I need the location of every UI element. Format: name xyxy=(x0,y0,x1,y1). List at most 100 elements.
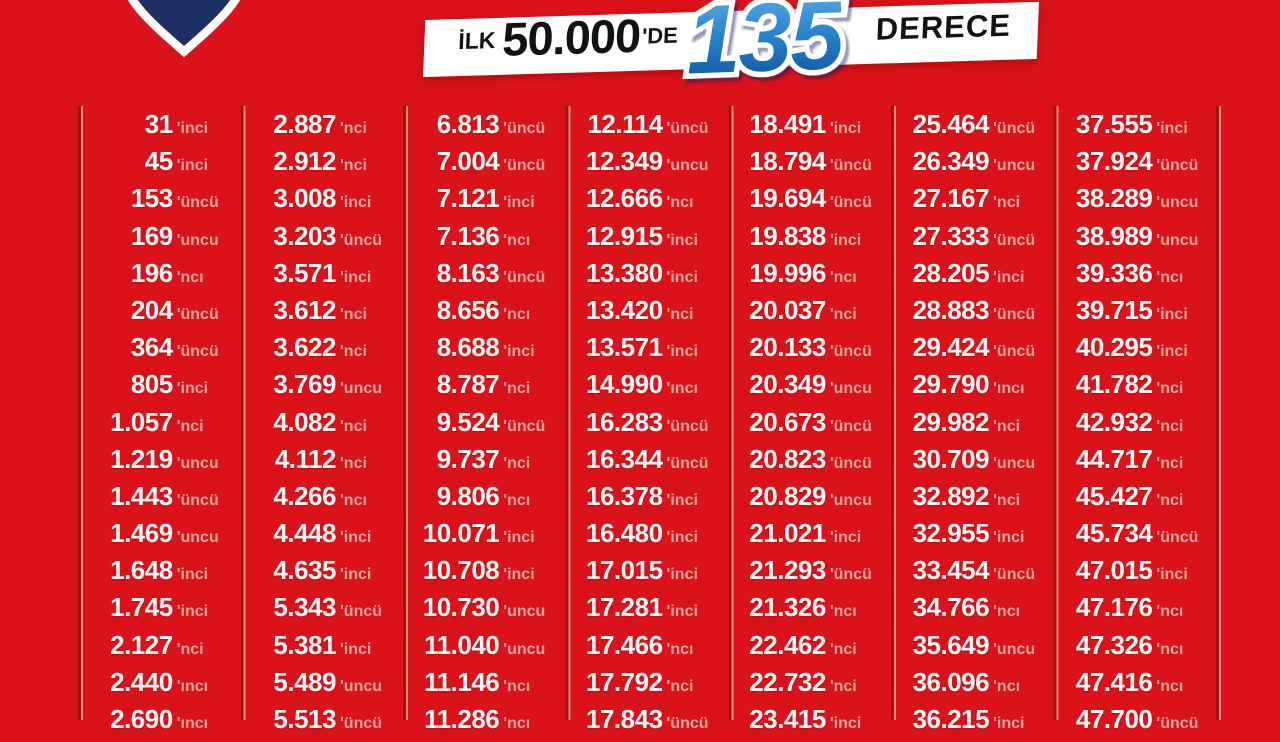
rank-suffix: 'üncü xyxy=(666,417,709,435)
rank-suffix: 'inci xyxy=(176,566,209,584)
rank-cell: 21.293'üncü xyxy=(731,552,894,589)
rank-number: 31 xyxy=(144,109,173,139)
rank-cell: 364'üncü xyxy=(78,329,241,366)
rank-cell: 19.838'inci xyxy=(731,218,894,255)
rank-number: 13.380 xyxy=(586,257,663,288)
rank-suffix: 'üncü xyxy=(829,454,872,472)
rank-number: 44.717 xyxy=(1075,443,1153,474)
rank-suffix: 'ncı xyxy=(503,231,531,249)
rank-suffix: 'inci xyxy=(993,715,1025,732)
rank-cell: 2.912'nci xyxy=(241,143,404,180)
rank-cell: 38.289'uncu xyxy=(1058,180,1221,217)
rank-suffix: 'uncu xyxy=(1156,231,1199,249)
rank-suffix: 'ncı xyxy=(339,491,367,509)
rank-suffix: 'ncı xyxy=(1156,268,1184,286)
rank-cell: 3.571'inci xyxy=(241,255,404,292)
rank-suffix: 'üncü xyxy=(503,417,546,435)
rank-cell: 17.015'inci xyxy=(568,552,731,589)
rank-cell: 26.349'uncu xyxy=(894,143,1057,180)
rank-cell: 35.649'uncu xyxy=(894,627,1057,664)
rank-cell: 41.782'nci xyxy=(1058,366,1221,403)
rank-number: 16.480 xyxy=(586,518,663,549)
rank-suffix: 'üncü xyxy=(993,231,1036,249)
rank-suffix: 'inci xyxy=(339,194,372,212)
rank-suffix: 'üncü xyxy=(1156,715,1199,732)
rank-number: 12.349 xyxy=(586,146,663,177)
rank-number: 21.293 xyxy=(749,555,826,586)
rank-cell: 1.443'üncü xyxy=(78,478,241,515)
rank-cell: 17.792'nci xyxy=(568,664,731,701)
rank-column-3: 6.813'üncü 7.004'üncü 7.121'inci 7.136'ncı 8… xyxy=(405,106,568,734)
rank-suffix: 'ncı xyxy=(993,677,1021,695)
rank-cell: 27.333'üncü xyxy=(894,218,1057,255)
banner-de-label: 'DE xyxy=(641,22,679,49)
rank-cell: 3.622'nci xyxy=(241,329,404,366)
rank-suffix: 'nci xyxy=(339,120,367,137)
rank-number: 1.469 xyxy=(110,518,173,549)
rank-number: 7.136 xyxy=(436,220,500,251)
rank-cell: 9.806'ncı xyxy=(405,478,568,515)
rank-cell: 6.813'üncü xyxy=(405,106,568,143)
rank-number: 9.737 xyxy=(436,443,500,474)
rank-cell: 196'ncı xyxy=(78,255,241,292)
rank-number: 13.420 xyxy=(586,294,663,325)
rank-cell: 4.082'nci xyxy=(241,404,404,441)
rank-suffix: 'üncü xyxy=(829,566,872,584)
rank-number: 21.021 xyxy=(749,518,826,549)
rank-column-2: 2.887'nci 2.912'nci 3.008'inci 3.203'üncü 3.… xyxy=(241,106,404,734)
rank-number: 204 xyxy=(130,294,173,325)
rank-number: 4.112 xyxy=(274,443,337,474)
rank-suffix: 'nci xyxy=(339,343,367,361)
rank-number: 41.782 xyxy=(1075,369,1153,400)
rank-cell: 39.715'inci xyxy=(1058,292,1221,329)
rank-number: 3.571 xyxy=(273,257,336,288)
rank-suffix: 'nci xyxy=(339,157,367,175)
rank-suffix: 'nci xyxy=(176,640,204,658)
rank-cell: 10.730'uncu xyxy=(405,589,568,626)
rank-number: 169 xyxy=(130,220,173,251)
rank-suffix: 'nci xyxy=(666,677,694,695)
rank-suffix: 'ncı xyxy=(503,677,531,695)
rank-number: 3.203 xyxy=(273,220,336,251)
rank-number: 21.326 xyxy=(749,592,826,623)
rank-suffix: 'üncü xyxy=(829,194,872,212)
rank-number: 39.715 xyxy=(1075,294,1153,325)
rank-cell: 1.219'uncu xyxy=(78,441,241,478)
rank-cell: 40.295'inci xyxy=(1058,329,1221,366)
rank-cell: 31'inci xyxy=(78,106,241,143)
rank-cell: 4.112'nci xyxy=(241,441,404,478)
rank-number: 4.082 xyxy=(273,406,336,437)
rank-number: 10.708 xyxy=(422,555,500,586)
rank-number: 17.281 xyxy=(586,592,663,623)
rank-suffix: 'ıncı xyxy=(666,380,698,398)
rank-suffix: 'ncı xyxy=(1156,640,1184,658)
rank-cell: 37.555'inci xyxy=(1058,106,1221,143)
rank-suffix: 'inci xyxy=(503,194,535,212)
rank-cell: 32.955'inci xyxy=(894,515,1057,552)
rank-suffix: 'ncı xyxy=(829,268,857,286)
rank-cell: 45.427'nci xyxy=(1058,478,1221,515)
banner-amount-label: 50.000 xyxy=(501,8,642,66)
rank-suffix: 'uncu xyxy=(339,677,383,695)
rank-number: 32.892 xyxy=(912,480,990,511)
rank-number: 1.745 xyxy=(110,592,173,623)
rank-number: 12.114 xyxy=(587,109,663,139)
rank-suffix: 'nci xyxy=(666,305,694,323)
rank-number: 20.133 xyxy=(749,332,826,363)
rank-number: 39.336 xyxy=(1075,257,1153,288)
rank-cell: 8.163'üncü xyxy=(405,255,568,292)
rank-suffix: 'üncü xyxy=(503,157,546,175)
rank-number: 38.289 xyxy=(1075,183,1153,214)
rank-number: 12.915 xyxy=(586,220,663,251)
rank-suffix: 'nci xyxy=(339,417,367,435)
rank-cell: 1.469'uncu xyxy=(78,515,241,552)
rank-number: 47.015 xyxy=(1075,555,1153,586)
rank-suffix: 'ncı xyxy=(503,491,531,509)
rank-suffix: 'ncı xyxy=(503,715,531,732)
rank-cell: 12.349'uncu xyxy=(568,143,731,180)
rank-number: 25.464 xyxy=(912,109,990,139)
rank-number: 10.071 xyxy=(422,518,500,549)
rank-suffix: 'nci xyxy=(829,305,857,323)
rank-suffix: 'üncü xyxy=(829,157,872,175)
rank-cell: 4.448'inci xyxy=(241,515,404,552)
